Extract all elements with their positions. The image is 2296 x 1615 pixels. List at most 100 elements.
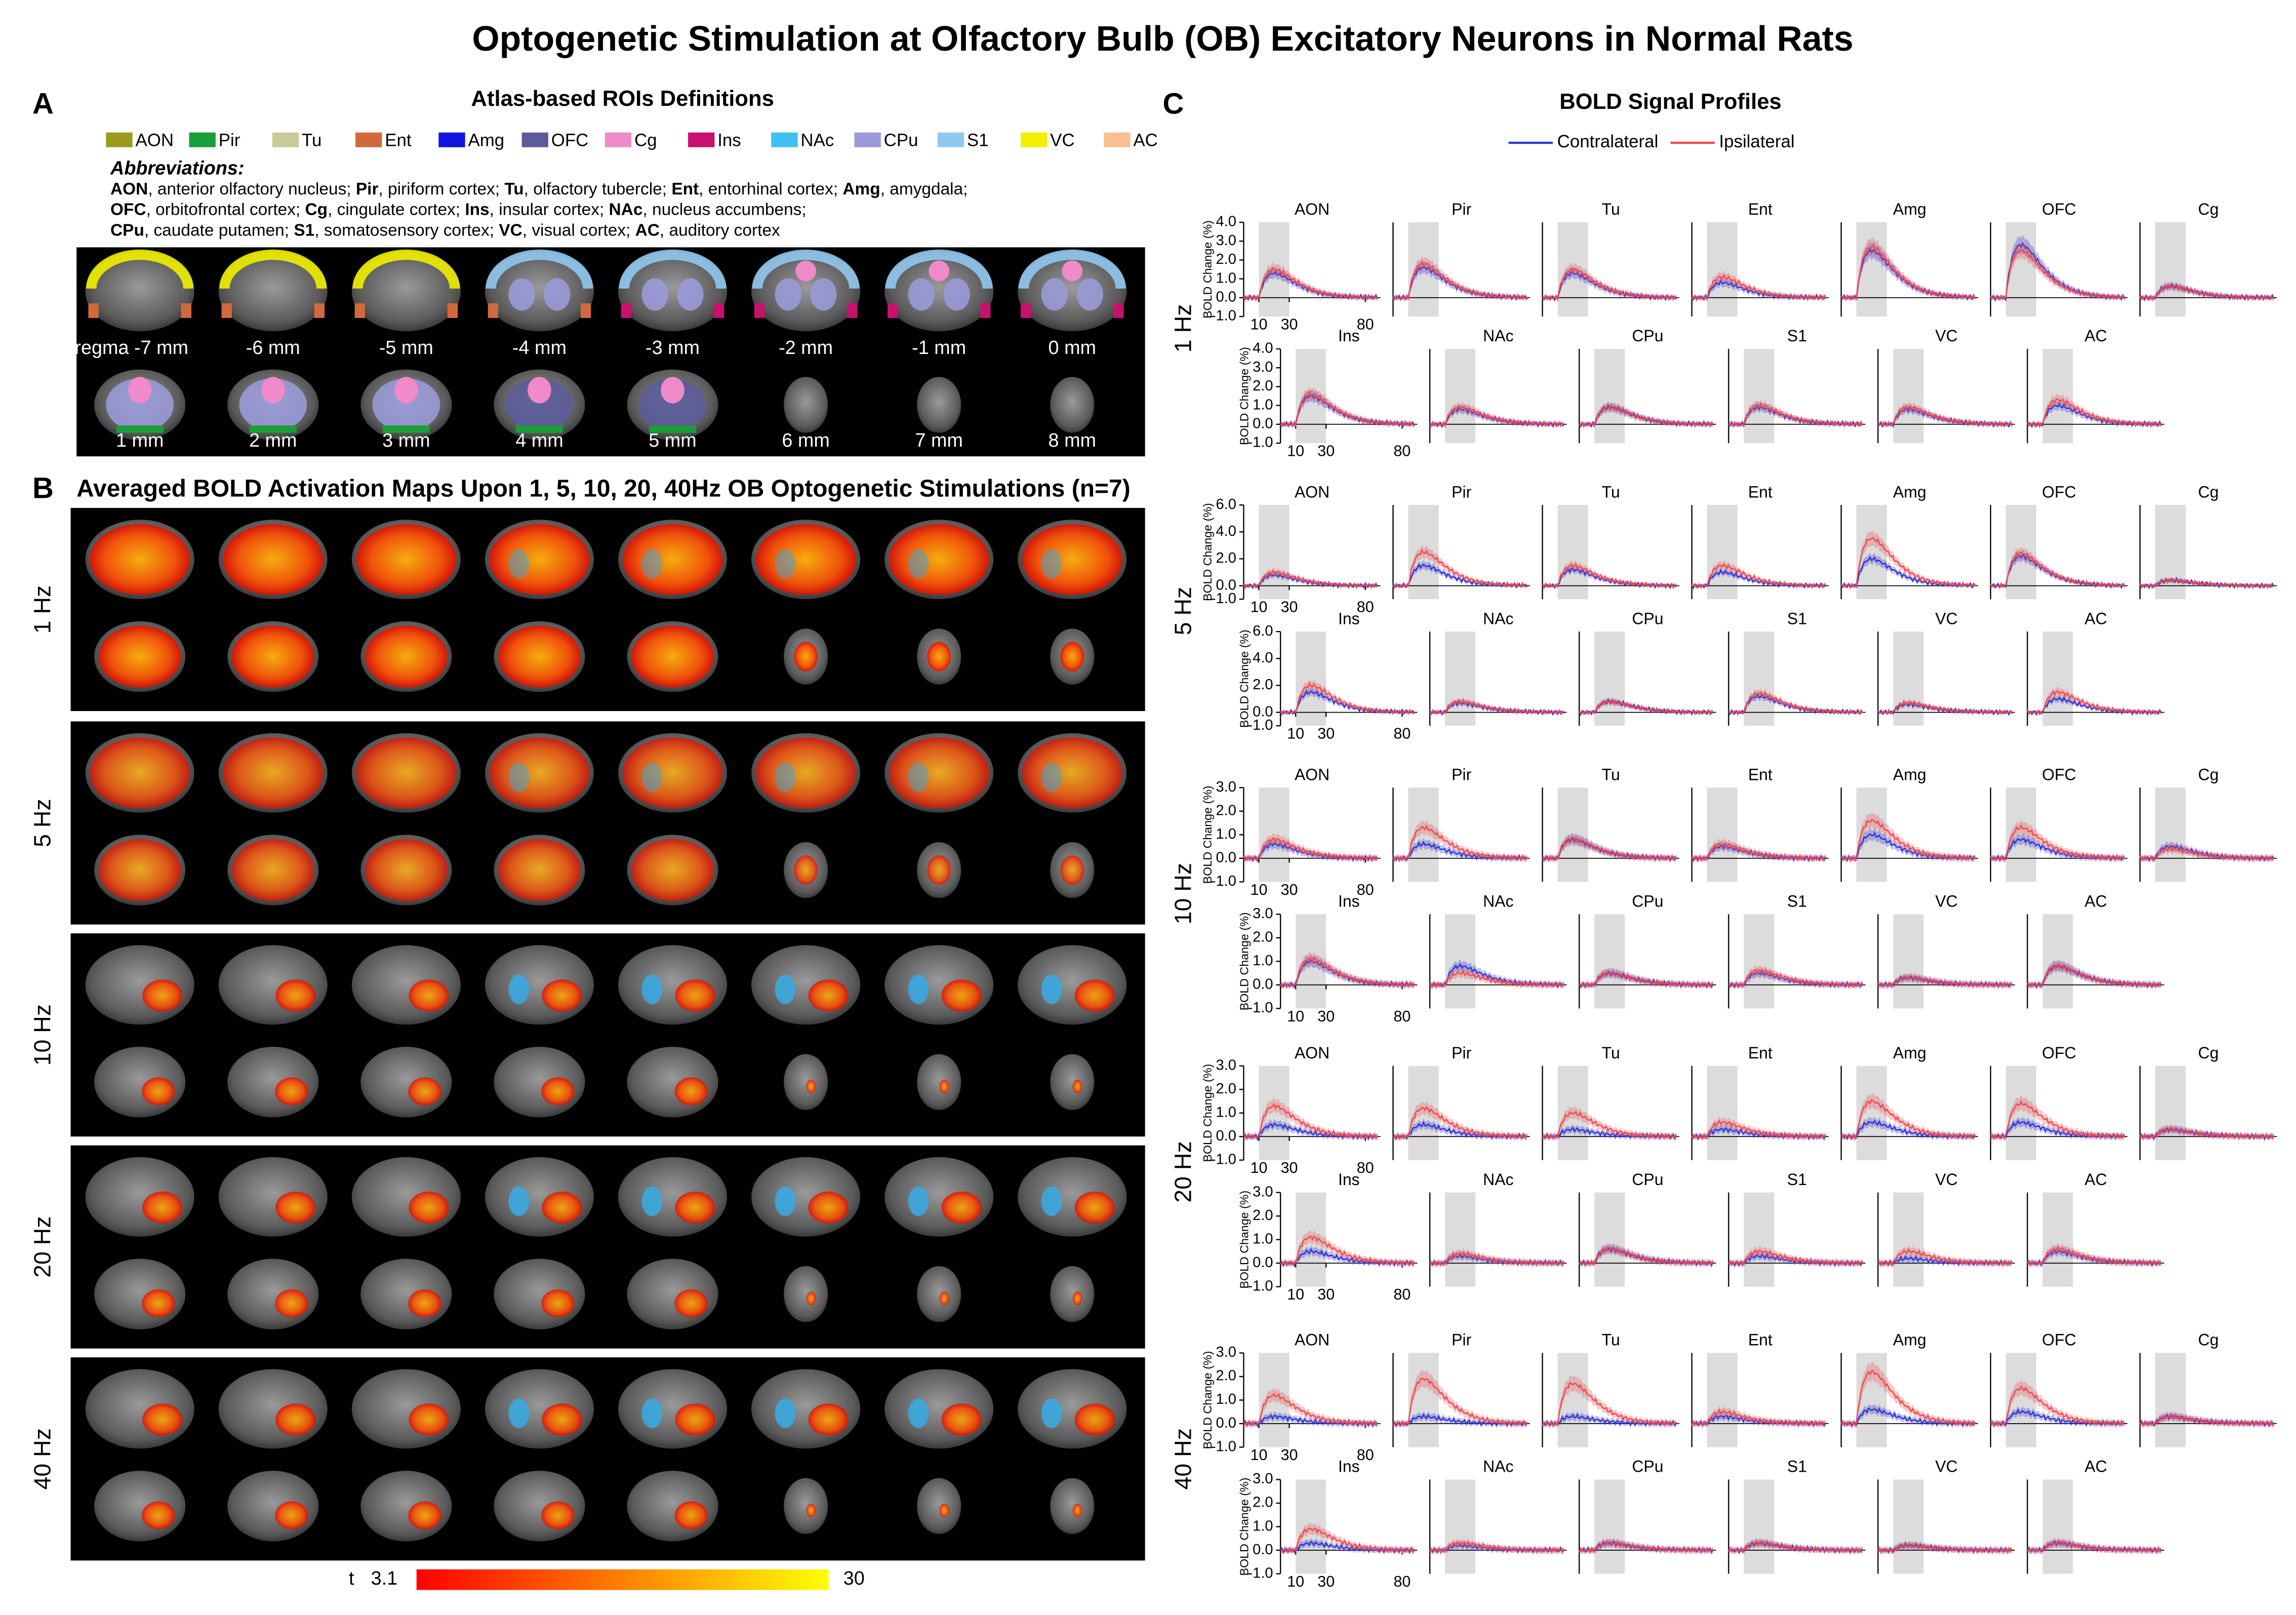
signal-subplot: Ent (1691, 200, 1829, 317)
stimulus-window (2155, 1353, 2186, 1447)
ventricle (508, 1398, 530, 1428)
brain-slice (351, 945, 461, 1025)
y-tick-label: 0.0 (1216, 577, 1236, 593)
activation-blob (541, 1077, 575, 1106)
signal-subplot: Ins -1.0 0.0 1.0 2.0 3.0 10 30 80 BOLD Change (%) (1238, 892, 1418, 1025)
y-tick-label: 3.0 (1216, 1344, 1236, 1360)
signal-subplot: AC (2027, 892, 2164, 1009)
stimulus-window (1296, 1192, 1326, 1287)
x-tick-label: 30 (1317, 443, 1335, 460)
error-band (1841, 241, 1975, 302)
error-band (1430, 697, 1564, 716)
signal-subplot: NAc (1429, 1170, 1567, 1287)
signal-trace (1243, 266, 1378, 302)
brain-slice (884, 1157, 994, 1237)
subplot-title: VC (1935, 1458, 1957, 1476)
brain-slice (351, 1157, 461, 1237)
subplot-title: OFC (2042, 765, 2076, 783)
signal-subplot: Amg (1840, 765, 1979, 882)
stimulus-window (1856, 505, 1887, 600)
x-tick-label: 80 (1357, 881, 1374, 898)
abbreviation: Tu (504, 180, 523, 199)
atlas-region (88, 303, 99, 318)
signal-trace (1728, 691, 1863, 716)
activation-blob (542, 1191, 582, 1224)
subplot-title: AON (1295, 765, 1330, 783)
error-band (1990, 1094, 2125, 1142)
y-axis-label: BOLD Change (%) (1201, 220, 1214, 319)
stimulus-window (2042, 1192, 2073, 1287)
signal-trace (1280, 1235, 1415, 1267)
legend-swatch (854, 132, 881, 147)
signal-trace (1728, 969, 1863, 989)
signal-trace (1429, 969, 1564, 989)
error-band (1280, 389, 1415, 429)
activation-blob (489, 524, 590, 595)
activation-blob (622, 737, 723, 808)
activation-blob (1072, 1504, 1082, 1517)
signal-trace (1579, 971, 1714, 988)
atlas-slices: Bregma -7 mm -6 mm -5 mm -4 mm -3 mm -2 mm -1 … (62, 249, 1127, 451)
signal-subplot: Pir (1392, 1044, 1530, 1160)
signal-subplot: OFC (1990, 765, 2128, 882)
ventricle (508, 1187, 530, 1216)
x-tick-label: 80 (1357, 599, 1374, 616)
signal-subplot: VC (1877, 1170, 2015, 1287)
atlas-region (810, 278, 837, 311)
brain-slice (1018, 1157, 1127, 1237)
activation-blob (1074, 1403, 1115, 1436)
signal-subplot: CPu (1579, 1170, 1716, 1287)
subplot-title: NAc (1483, 1458, 1513, 1476)
brain-slice (218, 252, 328, 332)
activation-blob (939, 1291, 949, 1306)
signal-subplot: Cg (2139, 483, 2277, 600)
signal-subplot: Tu (1542, 765, 1679, 882)
atlas-region (795, 260, 816, 282)
stimulus-window (1893, 632, 1924, 726)
atlas-region (382, 425, 430, 433)
subplot-title: Amg (1893, 765, 1926, 783)
y-tick-label: -1.0 (1211, 308, 1236, 324)
signal-trace (1728, 1253, 1863, 1267)
signal-subplot: VC (1877, 892, 2015, 1009)
ventricle (908, 974, 929, 1004)
stimulus-window (2005, 1066, 2036, 1160)
definition: , olfactory tubercle; (524, 180, 672, 199)
panel-title: Atlas-based ROIs Definitions (471, 87, 774, 111)
y-tick-label: 1.0 (1216, 1391, 1236, 1407)
y-tick-label: 3.0 (1216, 779, 1236, 795)
signal-subplot: Amg (1840, 483, 1979, 600)
activation-slices (85, 733, 1127, 905)
ventricle (775, 762, 796, 792)
subplot-title: AC (2084, 1170, 2107, 1189)
atlas-region (754, 303, 765, 318)
error-band (1393, 819, 1527, 863)
error-band (1393, 255, 1527, 302)
stimulus-window (1259, 1066, 1290, 1160)
activation-blob (1072, 1080, 1082, 1093)
y-tick-label: 2.0 (1253, 1207, 1273, 1224)
activation-blob (409, 1403, 449, 1436)
subplot-title: Tu (1602, 1331, 1620, 1349)
signal-trace (1579, 404, 1714, 428)
atlas-region (352, 249, 460, 289)
stimulus-window (1893, 1192, 1924, 1287)
activation-blob (806, 1291, 816, 1306)
bregma-label: -5 mm (379, 337, 433, 359)
stimulus-window (1594, 914, 1625, 1009)
brain-slice (627, 1471, 718, 1542)
signal-subplot: Tu (1542, 483, 1679, 600)
signal-subplot: CPu (1579, 327, 1716, 444)
y-tick-label: 2.0 (1216, 1081, 1236, 1097)
definition: , visual cortex; (522, 221, 635, 240)
stimulus-window (1445, 1192, 1476, 1287)
signal-subplot: NAc (1429, 1458, 1567, 1574)
abbreviation: AC (635, 221, 660, 240)
brain-slice (884, 945, 994, 1025)
x-tick-label: 30 (1281, 881, 1298, 898)
y-tick-label: 4.0 (1253, 340, 1273, 357)
activation-blob (541, 1289, 575, 1318)
activation-blob (889, 524, 989, 595)
activation-blob (275, 1191, 316, 1224)
atlas-region (943, 278, 970, 311)
